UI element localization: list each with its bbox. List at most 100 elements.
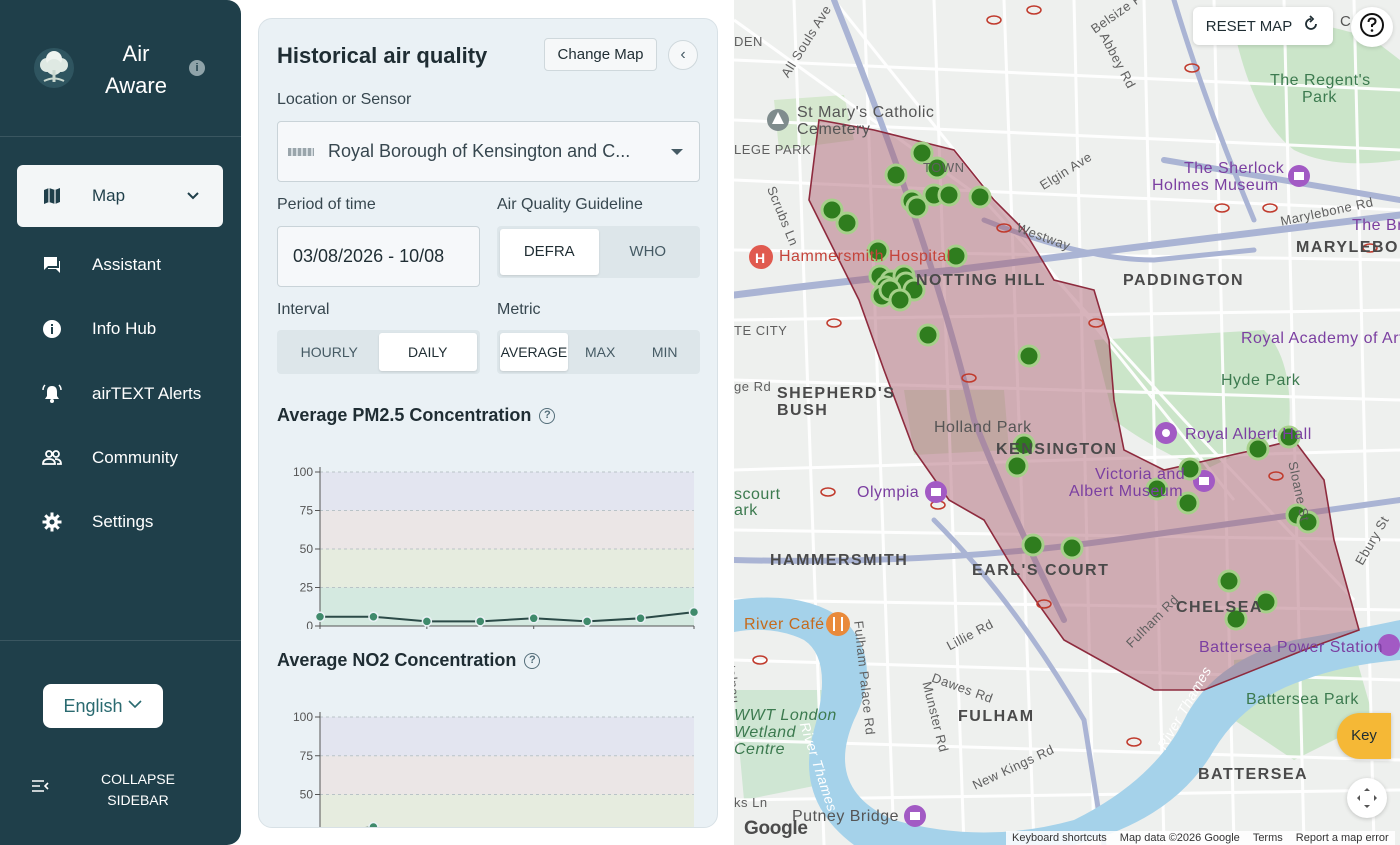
sidebar-item-info-hub[interactable]: Info Hub [17,298,223,360]
sidebar-item-label: Settings [92,512,154,531]
report-map-error-link[interactable]: Report a map error [1295,832,1389,844]
map-label-fragment: ks Ln [734,795,768,810]
sidebar-item-settings[interactable]: Settings [17,491,223,553]
sensor-marker[interactable] [1060,536,1084,560]
sensor-marker[interactable] [1224,607,1248,631]
interval-daily-button[interactable]: DAILY [378,333,477,371]
guideline-label: Air Quality Guideline [497,196,643,213]
data-point [368,821,379,827]
panel-title: Historical air quality [277,43,488,68]
chevron-down-icon[interactable] [185,187,201,208]
metric-min-button[interactable]: MIN [651,344,678,360]
pm25-chart-title: Average PM2.5 Concentration ? [277,405,556,426]
sensor-marker[interactable] [1254,590,1278,614]
series-line [365,826,376,827]
chart-band [320,472,694,511]
chevron-down-icon [127,696,143,717]
metric-max-button[interactable]: MAX [584,344,616,360]
y-tick-label: 25 [300,581,314,595]
map-label-district: MARYLEBONE [1296,239,1400,256]
map-icon [41,185,63,207]
sidebar-item-map[interactable]: Map [17,165,223,227]
data-point [635,613,646,624]
map-view[interactable]: H DEN LEGE PARK TE CITY ge Rd scourt ark… [734,0,1400,845]
sensor-marker[interactable] [1005,454,1029,478]
chart-band [320,755,694,795]
sensor-marker[interactable] [1176,491,1200,515]
keyboard-shortcuts-link[interactable]: Keyboard shortcuts [1012,832,1107,844]
change-map-button[interactable]: Change Map [544,38,657,71]
sidebar-item-label: airTEXT Alerts [92,384,202,403]
metric-average-button[interactable]: AVERAGE [500,333,568,371]
sidebar-item-assistant[interactable]: Assistant [17,234,223,296]
sidebar-item-community[interactable]: Community [17,427,223,489]
map-label-fragment: C [1340,13,1352,30]
sensor-marker[interactable] [1012,433,1036,457]
no2-chart-title-text: Average NO2 Concentration [277,650,517,670]
map-canvas[interactable]: H [734,0,1400,845]
guideline-defra-button[interactable]: DEFRA [500,229,599,275]
interval-hourly-button[interactable]: HOURLY [300,344,358,360]
sensor-marker[interactable] [968,185,992,209]
info-icon[interactable]: i [189,60,205,76]
help-icon[interactable]: ? [524,652,541,669]
map-label-place: Royal Albert Hall [1185,426,1312,443]
series-line [320,611,695,623]
map-key-button[interactable]: Key [1337,713,1391,759]
sensor-marker[interactable] [820,198,844,222]
y-tick-label: 50 [300,788,314,802]
sensor-marker[interactable] [1017,344,1041,368]
reset-map-button[interactable]: RESET MAP [1193,7,1333,45]
map-label-place: Battersea Park [1246,691,1359,708]
no2-chart-title: Average NO2 Concentration ? [277,650,541,671]
map-label-district: HAMMERSMITH [770,552,909,569]
y-tick-label: 100 [293,710,313,724]
map-label-fragment: ark [734,502,758,519]
map-label-district: NOTTING HILL [916,272,1046,289]
sensor-marker[interactable] [1178,457,1202,481]
sensor-marker[interactable] [910,141,934,165]
data-point [528,613,539,624]
sidebar-item-label: Community [92,448,178,467]
sensor-marker[interactable] [1296,510,1320,534]
data-point [314,611,326,623]
sensor-marker[interactable] [884,163,908,187]
map-label-place: The Regent's [1270,72,1371,89]
fullscreen-button[interactable] [1347,778,1387,818]
sensor-marker[interactable] [835,211,859,235]
sensor-marker[interactable] [1217,569,1241,593]
terms-link[interactable]: Terms [1252,832,1283,844]
map-label-place: The Sherlock [1184,160,1285,177]
collapse-icon[interactable] [30,778,50,799]
guideline-who-button[interactable]: WHO [629,243,667,260]
chart-band [320,510,694,549]
map-label-place: Olympia [857,484,920,501]
sidebar-item-airtext-alerts[interactable]: airTEXT Alerts [17,363,223,425]
sensor-marker[interactable] [905,195,929,219]
sensor-marker[interactable] [1246,437,1270,461]
map-label-district: FULHAM [958,708,1035,725]
help-button[interactable] [1351,7,1393,47]
no2-chart: 25 50 75 100 [293,710,694,827]
sensor-marker[interactable] [937,183,961,207]
sensor-marker[interactable] [1277,425,1301,449]
collapse-sidebar-button[interactable]: COLLAPSE SIDEBAR [92,769,184,811]
pm25-chart-title-text: Average PM2.5 Concentration [277,405,532,425]
map-label-district: BUSH [777,402,829,419]
chevron-left-icon[interactable]: ‹ [668,40,698,70]
sensor-marker[interactable] [925,156,949,180]
sidebar-item-label: Info Hub [92,319,157,338]
language-select[interactable]: English [43,684,163,728]
map-label-place: Victoria and [1095,466,1186,483]
sensor-marker[interactable] [944,244,968,268]
help-icon[interactable]: ? [539,407,556,424]
period-input[interactable]: 03/08/2026 - 10/08 [277,226,480,287]
metric-label: Metric [497,301,541,318]
sensor-marker[interactable] [866,239,890,263]
sensor-marker[interactable] [1145,477,1169,501]
sensor-marker[interactable] [1021,533,1045,557]
location-select[interactable]: Royal Borough of Kensington and C... [277,121,700,182]
caret-down-icon [671,149,683,155]
sensor-marker[interactable] [916,323,940,347]
sensor-marker[interactable] [888,288,912,312]
